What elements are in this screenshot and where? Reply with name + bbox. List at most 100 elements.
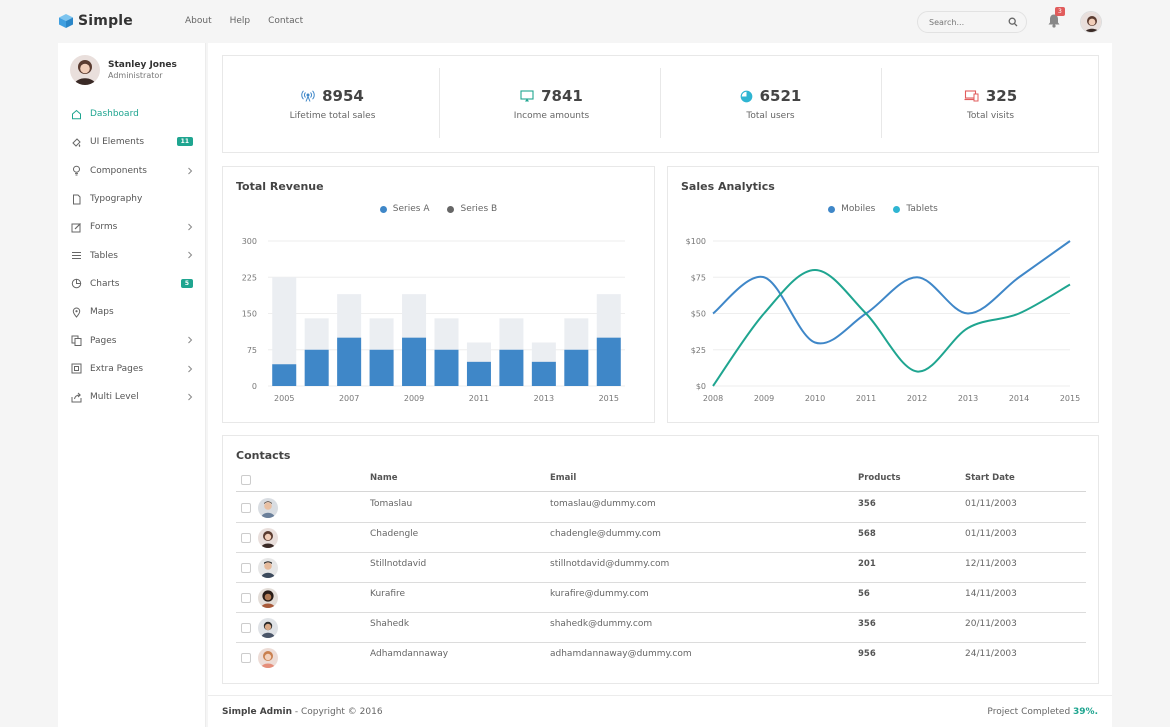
table-row[interactable]: Adhamdannaway adhamdannaway@dummy.com 95…: [236, 643, 1086, 673]
y-tick-label: $50: [691, 310, 706, 319]
table-row[interactable]: Kurafire kurafire@dummy.com 56 14/11/200…: [236, 583, 1086, 613]
x-tick-label: 2013: [534, 394, 554, 403]
x-tick-label: 2010: [805, 394, 825, 403]
sidebar-item-typography[interactable]: Typography: [58, 185, 206, 213]
top-bar: Simple About Help Contact 3: [0, 0, 1170, 43]
row-checkbox[interactable]: [241, 653, 251, 663]
footer-copyright-text: - Copyright © 2016: [292, 707, 383, 717]
table-row[interactable]: Shahedk shahedk@dummy.com 356 20/11/2003: [236, 613, 1086, 643]
user-avatar[interactable]: [1080, 11, 1102, 33]
row-checkbox[interactable]: [241, 563, 251, 573]
sidebar-item-label: Charts: [90, 278, 120, 289]
stat-label: Income amounts: [513, 111, 590, 121]
sidebar-item-label: UI Elements: [90, 137, 145, 148]
x-tick-label: 2013: [958, 394, 978, 403]
search-input[interactable]: [929, 16, 1009, 28]
sidebar-item-extra-pages[interactable]: Extra Pages: [58, 355, 206, 383]
column-header-start-date[interactable]: Start Date: [965, 473, 1015, 483]
y-tick-label: $75: [691, 273, 706, 282]
stat-visits: 325 Total visits: [881, 56, 1100, 154]
column-header-name[interactable]: Name: [370, 473, 398, 483]
sidebar-item-pages[interactable]: Pages: [58, 326, 206, 354]
legend-item-tablets[interactable]: Tablets: [893, 204, 938, 214]
legend-dot: [893, 205, 901, 213]
x-tick-label: 2009: [754, 394, 774, 403]
bar-series-a: [531, 361, 556, 386]
bar-series-a: [596, 337, 621, 386]
contacts-card: Contacts Name Email Products Start Date …: [222, 435, 1099, 684]
brand-logo[interactable]: Simple: [58, 13, 133, 29]
row-checkbox[interactable]: [241, 503, 251, 513]
bar-series-a: [272, 364, 297, 386]
legend-dot: [447, 205, 455, 213]
sidebar-item-ui-elements[interactable]: UI Elements 11: [58, 128, 206, 156]
sidebar-item-maps[interactable]: Maps: [58, 298, 206, 326]
sidebar-item-label: Extra Pages: [90, 363, 144, 374]
nav-help-link[interactable]: Help: [229, 16, 251, 26]
sidebar-item-components[interactable]: Components: [58, 157, 206, 185]
column-header-products[interactable]: Products: [858, 473, 901, 483]
x-tick-label: 2012: [907, 394, 927, 403]
bar-series-a: [304, 349, 329, 386]
sidebar-item-forms[interactable]: Forms: [58, 213, 206, 241]
row-checkbox[interactable]: [241, 623, 251, 633]
footer-brand: Simple Admin: [222, 707, 292, 717]
legend-item-mobiles[interactable]: Mobiles: [828, 204, 875, 214]
copy-icon: [70, 335, 82, 347]
card-title: Contacts: [236, 449, 291, 462]
stat-income: 7841 Income amounts: [442, 56, 661, 154]
profile-name[interactable]: Stanley Jones: [108, 60, 177, 70]
stats-card: 8954 Lifetime total sales 7841 Income am…: [222, 55, 1099, 153]
legend-item-series-b[interactable]: Series B: [447, 204, 497, 214]
stat-value: 7841: [541, 87, 583, 105]
contact-name: Shahedk: [370, 619, 410, 629]
sidebar-item-multi-level[interactable]: Multi Level: [58, 383, 206, 411]
map-pin-icon: [70, 306, 82, 318]
chevron-right-icon: [188, 337, 193, 344]
row-checkbox[interactable]: [241, 593, 251, 603]
legend-item-series-a[interactable]: Series A: [379, 204, 430, 214]
nav-contact-link[interactable]: Contact: [268, 16, 304, 26]
revenue-chart-card: Total Revenue Series A Series B 0 75 150 22…: [222, 166, 655, 423]
contact-name: Adhamdannaway: [370, 649, 449, 659]
legend-label: Mobiles: [841, 204, 876, 214]
table-row[interactable]: Chadengle chadengle@dummy.com 568 01/11/…: [236, 523, 1086, 553]
table-row[interactable]: Stillnotdavid stillnotdavid@dummy.com 20…: [236, 553, 1086, 583]
table-row[interactable]: Tomaslau tomaslau@dummy.com 356 01/11/20…: [236, 493, 1086, 523]
y-tick-label: 150: [242, 310, 257, 319]
series-line-mobiles: [712, 240, 1071, 345]
contact-products: 568: [858, 529, 876, 539]
nav-about-link[interactable]: About: [185, 16, 212, 26]
bell-icon[interactable]: [1047, 13, 1061, 28]
sidebar-item-charts[interactable]: Charts 5: [58, 270, 206, 298]
profile-avatar[interactable]: [70, 55, 100, 85]
avatar: [258, 618, 278, 638]
avatar: [258, 528, 278, 548]
sidebar-item-label: Components: [90, 165, 147, 176]
y-tick-label: $0: [696, 382, 706, 391]
contact-name: Chadengle: [370, 529, 419, 539]
legend-label: Series A: [392, 204, 430, 214]
contact-email: stillnotdavid@dummy.com: [550, 559, 670, 569]
sidebar-item-label: Multi Level: [90, 392, 139, 403]
stat-value: 325: [985, 87, 1018, 105]
search-icon[interactable]: [1008, 17, 1018, 27]
row-checkbox[interactable]: [241, 533, 251, 543]
contact-email: adhamdannaway@dummy.com: [550, 649, 692, 659]
contact-start-date: 14/11/2003: [965, 589, 1017, 599]
select-all-checkbox[interactable]: [241, 475, 251, 485]
sidebar-item-tables[interactable]: Tables: [58, 241, 206, 269]
chart-legend: Series A Series B: [223, 204, 654, 214]
sales-chart-card: Sales Analytics Mobiles Tablets $0 $25 $50…: [667, 166, 1099, 423]
stat-label: Lifetime total sales: [289, 111, 376, 121]
column-header-email[interactable]: Email: [550, 473, 577, 483]
legend-label: Series B: [460, 204, 498, 214]
bar-series-a: [499, 349, 524, 386]
bar-series-a: [402, 337, 427, 386]
contact-email: chadengle@dummy.com: [550, 529, 661, 539]
sidebar-item-label: Pages: [90, 335, 117, 346]
y-tick-label: $100: [686, 237, 706, 246]
bar-series-a: [434, 349, 459, 386]
contact-start-date: 12/11/2003: [965, 559, 1017, 569]
sidebar-item-dashboard[interactable]: Dashboard: [58, 100, 206, 128]
